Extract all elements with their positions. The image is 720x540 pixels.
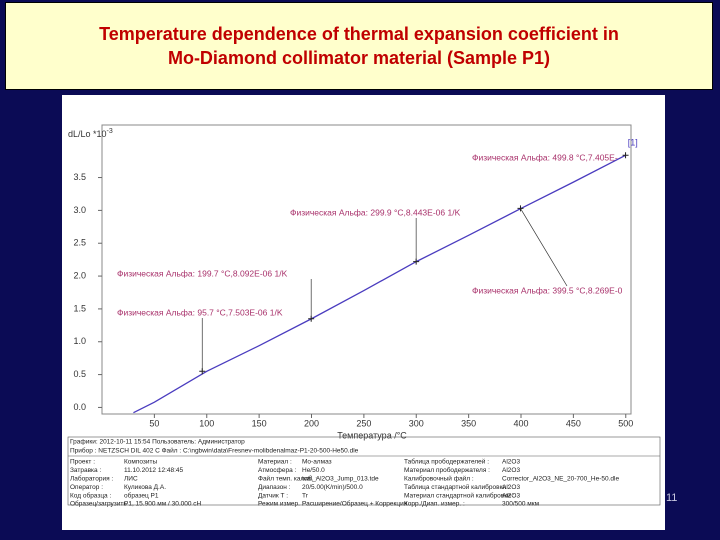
footer-cell: Таблица стандартной калибровки : — [404, 483, 510, 491]
y-tick-label: 2.5 — [73, 238, 86, 248]
slide-number: 11 — [666, 492, 678, 504]
footer-cell: Проект : — [70, 459, 95, 466]
footer-cell: Образец/загрузить : — [70, 500, 131, 508]
x-tick-label: 500 — [618, 418, 633, 428]
title-line: Mo-Diamond collimator material (Sample P… — [167, 48, 551, 68]
annotation: Физическая Альфа: 399.5 °C,8.269E-0 — [472, 285, 623, 295]
footer-cell: Таблица прободержателей : — [404, 458, 489, 466]
title-line: Temperature dependence of thermal expans… — [99, 24, 619, 44]
x-tick-label: 100 — [199, 418, 214, 428]
footer-cell: Al2O3 — [502, 467, 520, 474]
x-tick-label: 350 — [461, 418, 476, 428]
footer-cell: tcal_Al2O3_Jump_013.tde — [302, 476, 379, 483]
footer-cell: Куликова Д.А. — [124, 484, 166, 491]
x-tick-label: 400 — [513, 418, 528, 428]
x-tick-label: 250 — [356, 418, 371, 428]
annotation: Физическая Альфа: 199.7 °C,8.092E-06 1/K — [117, 268, 288, 278]
y-tick-label: 1.0 — [73, 336, 86, 346]
y-tick-label: 3.0 — [73, 205, 86, 215]
footer-cell: образец P1 — [124, 491, 159, 499]
x-tick-label: 50 — [149, 418, 159, 428]
footer-cell: Corrector_Al2O3_NE_20-700_He-50.dle — [502, 476, 619, 483]
x-tick-label: 200 — [304, 418, 319, 428]
y-axis-label: dL/Lo *10-3 — [68, 128, 113, 140]
footer-cell: Режим измер. : — [258, 501, 304, 508]
y-axis-label-exponent: -3 — [107, 128, 113, 135]
footer-cell: Калибровочный файл : — [404, 475, 474, 483]
annotation: Физическая Альфа: 499.8 °C,7.405E- — [472, 152, 618, 162]
annotation-point — [517, 205, 524, 212]
footer-cell: Материал : — [258, 459, 292, 466]
y-tick-label: 2.0 — [73, 270, 86, 280]
x-tick-label: 450 — [566, 418, 581, 428]
footer-cell: Mo-алмаз — [302, 459, 332, 466]
footer-cell: Код образца : — [70, 491, 111, 499]
footer-cell: Al2O3 — [502, 492, 520, 499]
y-tick-label: 0.5 — [73, 369, 86, 379]
footer-cell: Al2O3 — [502, 459, 520, 466]
footer-cell: P1, 15.900 мм / 30.000 сН — [124, 501, 202, 508]
annotation: Физическая Альфа: 95.7 °C,7.503E-06 1/K — [117, 307, 283, 317]
x-tick-label: 150 — [252, 418, 267, 428]
title-box: Temperature dependence of thermal expans… — [5, 2, 713, 90]
y-axis-label-text: dL/Lo *10 — [68, 129, 107, 139]
footer-cell: 300/500 мкм — [502, 501, 540, 508]
footer-device: Прибор : NETZSCH DIL 402 C Файл : C:\ngb… — [70, 447, 359, 455]
footer-cell: Затравка : — [70, 467, 101, 474]
footer-cell: Оператор : — [70, 484, 103, 491]
footer-cell: ЛИС — [124, 476, 138, 483]
plot-frame — [101, 124, 632, 415]
x-axis-label: Температура /°C — [337, 430, 407, 440]
annotation-point — [199, 368, 206, 375]
footer-cell: Tr — [302, 492, 309, 499]
x-tick-label: 300 — [409, 418, 424, 428]
data-line — [133, 154, 627, 414]
footer-cell: Композиты — [124, 459, 158, 466]
footer-cell: 11.10.2012 12:48:45 — [124, 467, 184, 474]
footer-cell: Расширение/Образец + Коррекция — [302, 500, 408, 508]
annotation-point — [413, 258, 420, 265]
footer-cell: Лаборатория : — [70, 475, 113, 483]
annotation-leader — [520, 208, 568, 287]
annotation-point — [308, 315, 315, 322]
y-tick-label: 0.0 — [73, 402, 86, 412]
footer-cell: Диапазон : — [258, 484, 291, 491]
footer-header: Графики: 2012-10-11 15:54 Пользователь: … — [70, 439, 245, 446]
footer-cell: Корр./Диап. измер. : — [404, 501, 465, 508]
footer-cell: Al2O3 — [502, 484, 520, 491]
footer-cell: Файл темп. калиб. : — [258, 475, 317, 483]
footer-box — [67, 436, 661, 506]
footer-cell: 20/5.00(K/min)/500.0 — [302, 484, 363, 491]
footer-cell: He/50.0 — [302, 467, 325, 474]
chart-background — [62, 95, 665, 530]
annotation-point — [622, 152, 629, 159]
footer-cell: Материал стандартной калибровки : — [404, 491, 515, 499]
legend-entry: [1] — [628, 138, 638, 148]
footer-cell: Датчик Т : — [258, 492, 288, 499]
footer-cell: Материал прободержателя : — [404, 466, 490, 474]
y-tick-label: 3.5 — [73, 172, 86, 182]
annotation: Физическая Альфа: 299.9 °C,8.443E-06 1/K — [290, 207, 461, 217]
footer-cell: Атмосфера : — [258, 467, 297, 474]
y-tick-label: 1.5 — [73, 303, 86, 313]
chart: 0.0 0.5 1.0 1.5 2.0 2.5 3.0 3.5 50 100 150 200 250 30… — [62, 95, 665, 530]
